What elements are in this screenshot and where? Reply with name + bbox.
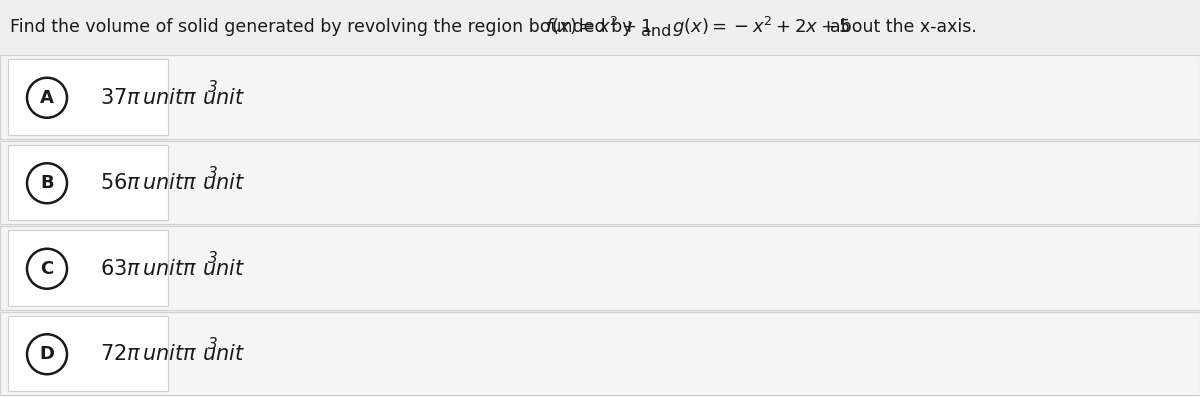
- Text: D: D: [40, 345, 54, 363]
- Bar: [0, 312, 1200, 395]
- Circle shape: [28, 249, 67, 289]
- Circle shape: [28, 334, 67, 374]
- Bar: [0, 226, 1200, 310]
- Text: $72\pi  \,unit\pi$ $unit$: $72\pi \,unit\pi$ $unit$: [100, 344, 245, 364]
- Bar: [0, 141, 1200, 224]
- Text: $37\pi  \,unit\pi$ $unit$: $37\pi \,unit\pi$ $unit$: [100, 88, 245, 108]
- Bar: [0, 55, 1200, 139]
- Text: $g(x) = -x^2 + 2x + 5$: $g(x) = -x^2 + 2x + 5$: [672, 15, 851, 39]
- Bar: [8, 145, 168, 220]
- Bar: [8, 316, 168, 391]
- Text: $63\pi  \,unit\pi$ $unit$: $63\pi \,unit\pi$ $unit$: [100, 259, 245, 279]
- Text: A: A: [40, 89, 54, 107]
- Text: 3: 3: [208, 80, 217, 95]
- Circle shape: [28, 163, 67, 203]
- Text: 3: 3: [208, 337, 217, 352]
- Bar: [8, 59, 168, 135]
- Text: Find the volume of solid generated by revolving the region bounded by: Find the volume of solid generated by re…: [10, 18, 638, 36]
- Text: B: B: [40, 174, 54, 192]
- Circle shape: [28, 78, 67, 118]
- Bar: [8, 230, 168, 306]
- Text: about the x-axis.: about the x-axis.: [830, 18, 977, 36]
- Text: and: and: [641, 24, 671, 39]
- Text: $56\pi  \,unit\pi$ $unit$: $56\pi \,unit\pi$ $unit$: [100, 173, 245, 193]
- Text: $f(x) = x^2 + 1$: $f(x) = x^2 + 1$: [545, 15, 652, 37]
- Text: C: C: [41, 260, 54, 278]
- Text: 3: 3: [208, 251, 217, 266]
- Text: 3: 3: [208, 166, 217, 181]
